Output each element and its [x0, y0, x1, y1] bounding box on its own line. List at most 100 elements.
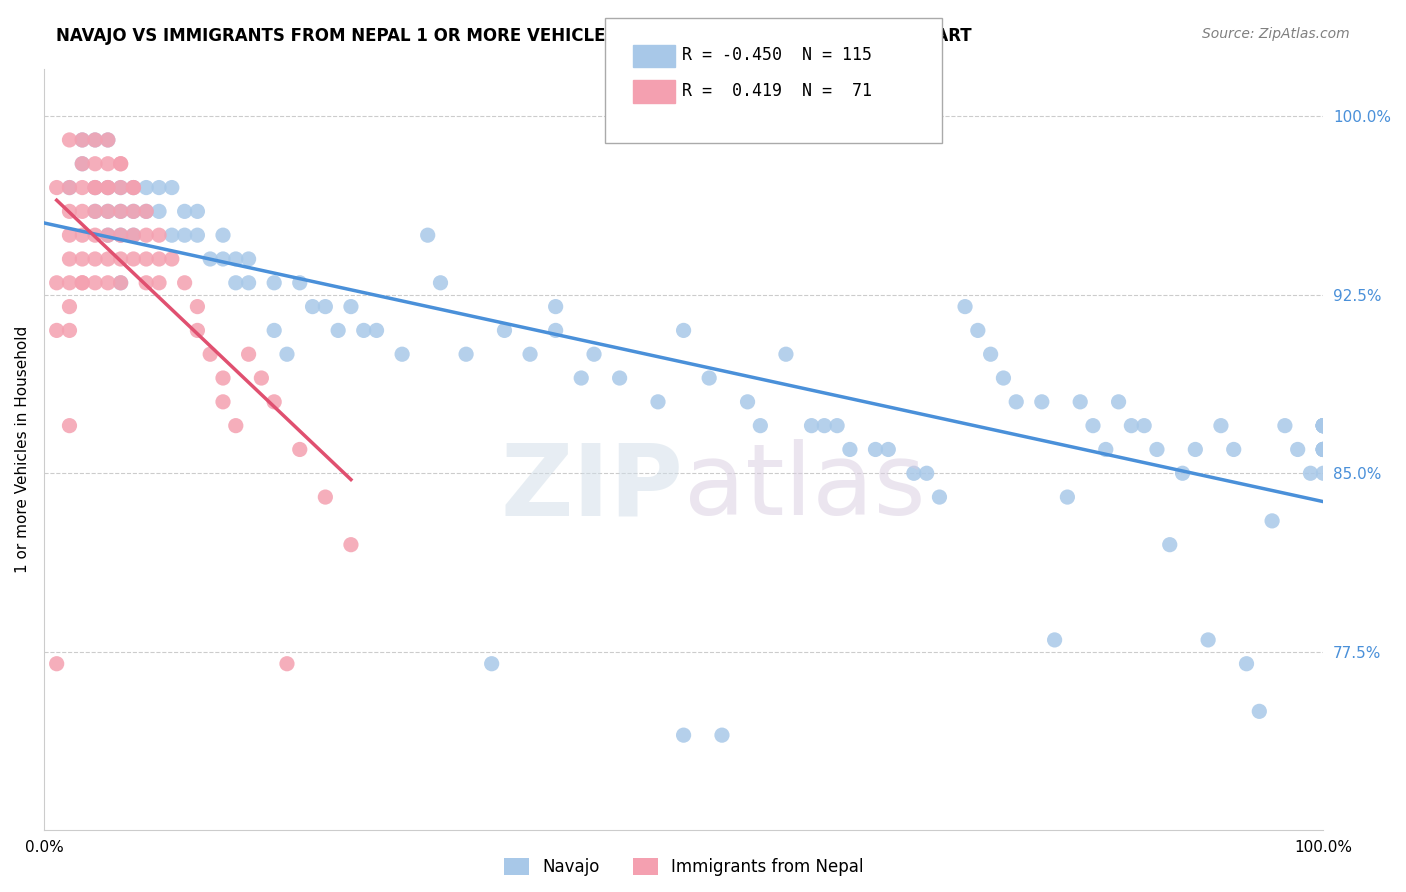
Point: [301, 300, 323, 314]
Point: [391, 347, 413, 361]
Point: [200, 347, 222, 361]
Point: [173, 204, 195, 219]
Point: [122, 228, 145, 243]
Point: [84, 180, 107, 194]
Point: [328, 323, 350, 337]
Point: [45, 180, 67, 194]
Point: [672, 323, 695, 337]
Point: [454, 347, 477, 361]
Point: [110, 157, 132, 171]
Point: [966, 323, 988, 337]
Point: [84, 180, 107, 194]
Point: [1069, 394, 1091, 409]
Point: [135, 204, 157, 219]
Point: [429, 276, 451, 290]
Point: [825, 418, 848, 433]
Point: [173, 228, 195, 243]
Text: ZIP: ZIP: [501, 439, 683, 536]
Point: [1312, 442, 1334, 457]
Point: [1159, 538, 1181, 552]
Point: [84, 204, 107, 219]
Point: [1312, 442, 1334, 457]
Point: [58, 300, 80, 314]
Point: [263, 323, 285, 337]
Point: [72, 276, 94, 290]
Point: [1312, 418, 1334, 433]
Point: [238, 347, 260, 361]
Point: [110, 157, 132, 171]
Point: [84, 228, 107, 243]
Point: [97, 204, 120, 219]
Point: [58, 323, 80, 337]
Point: [980, 347, 1002, 361]
Point: [200, 252, 222, 266]
Point: [1133, 418, 1156, 433]
Point: [135, 180, 157, 194]
Point: [1312, 442, 1334, 457]
Y-axis label: 1 or more Vehicles in Household: 1 or more Vehicles in Household: [15, 326, 30, 573]
Point: [813, 418, 835, 433]
Point: [110, 180, 132, 194]
Point: [903, 467, 925, 481]
Point: [148, 204, 170, 219]
Point: [110, 204, 132, 219]
Point: [1209, 418, 1232, 433]
Point: [84, 133, 107, 147]
Point: [122, 204, 145, 219]
Point: [225, 276, 247, 290]
Point: [97, 228, 120, 243]
Point: [45, 276, 67, 290]
Point: [263, 394, 285, 409]
Point: [97, 228, 120, 243]
Point: [110, 228, 132, 243]
Point: [97, 276, 120, 290]
Point: [775, 347, 797, 361]
Point: [110, 276, 132, 290]
Point: [84, 157, 107, 171]
Point: [186, 300, 208, 314]
Point: [58, 204, 80, 219]
Point: [84, 276, 107, 290]
Point: [544, 300, 567, 314]
Point: [97, 157, 120, 171]
Point: [186, 323, 208, 337]
Point: [800, 418, 823, 433]
Point: [928, 490, 950, 504]
Point: [97, 204, 120, 219]
Point: [1222, 442, 1244, 457]
Text: NAVAJO VS IMMIGRANTS FROM NEPAL 1 OR MORE VEHICLES IN HOUSEHOLD CORRELATION CHAR: NAVAJO VS IMMIGRANTS FROM NEPAL 1 OR MOR…: [56, 27, 972, 45]
Point: [186, 204, 208, 219]
Point: [1312, 418, 1334, 433]
Point: [72, 157, 94, 171]
Point: [1312, 442, 1334, 457]
Text: R = -0.450  N = 115: R = -0.450 N = 115: [682, 46, 872, 64]
Point: [697, 371, 720, 385]
Point: [72, 228, 94, 243]
Point: [84, 204, 107, 219]
Point: [97, 180, 120, 194]
Point: [160, 180, 183, 194]
Point: [97, 133, 120, 147]
Point: [1031, 394, 1053, 409]
Point: [110, 204, 132, 219]
Point: [838, 442, 860, 457]
Point: [1108, 394, 1130, 409]
Point: [84, 180, 107, 194]
Point: [710, 728, 733, 742]
Point: [276, 347, 298, 361]
Point: [212, 371, 235, 385]
Point: [72, 276, 94, 290]
Point: [84, 133, 107, 147]
Point: [1043, 632, 1066, 647]
Point: [1312, 418, 1334, 433]
Point: [72, 157, 94, 171]
Point: [58, 418, 80, 433]
Point: [1312, 418, 1334, 433]
Point: [135, 228, 157, 243]
Point: [609, 371, 631, 385]
Point: [569, 371, 592, 385]
Point: [122, 180, 145, 194]
Point: [122, 252, 145, 266]
Point: [314, 490, 336, 504]
Point: [212, 394, 235, 409]
